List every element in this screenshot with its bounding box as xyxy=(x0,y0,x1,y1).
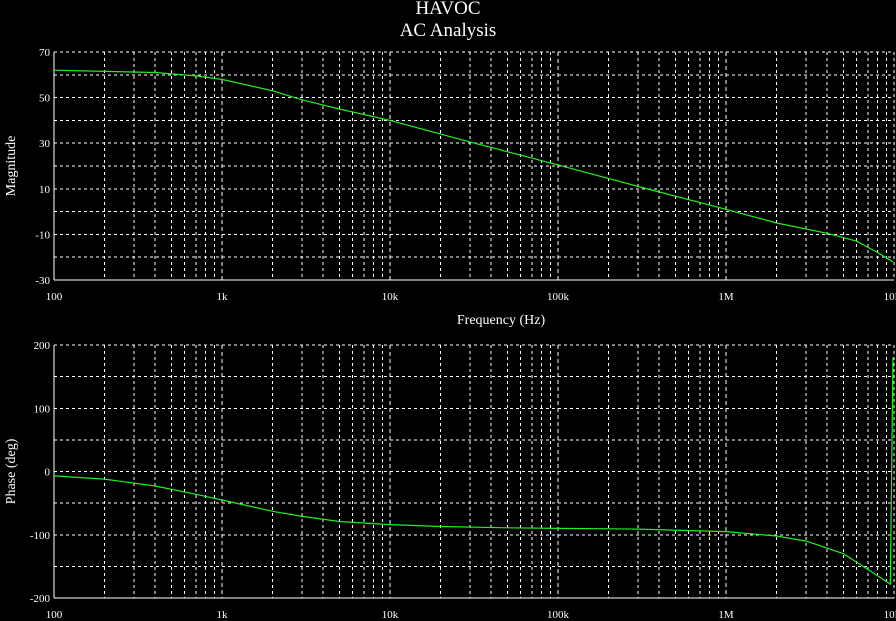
y-tick-label: 100 xyxy=(34,403,51,415)
x-tick-label: 1k xyxy=(217,291,229,303)
x-tick-label: 10M xyxy=(884,291,896,303)
x-tick-label: 10k xyxy=(382,609,399,621)
x-tick-label: 10M xyxy=(884,609,896,621)
y-tick-label: -10 xyxy=(35,229,50,241)
chart-subtitle: AC Analysis xyxy=(399,20,497,41)
x-axis-label: Frequency (Hz) xyxy=(457,313,546,328)
y-tick-label: -30 xyxy=(35,275,50,287)
x-tick-label: 10k xyxy=(382,291,399,303)
y-tick-label: -100 xyxy=(30,530,51,542)
x-tick-label: 100k xyxy=(547,291,570,303)
y-tick-label: 10 xyxy=(39,184,51,196)
x-tick-label: 100k xyxy=(547,609,570,621)
y-axis-label: Magnitude xyxy=(4,136,19,197)
y-axis-label: Phase (deg) xyxy=(4,438,19,504)
x-tick-label: 100 xyxy=(46,609,63,621)
x-tick-label: 100 xyxy=(46,291,63,303)
magnitude-trace xyxy=(53,69,894,263)
x-tick-label: 1M xyxy=(718,609,734,621)
y-tick-label: 50 xyxy=(39,93,51,105)
y-tick-label: 200 xyxy=(34,340,51,352)
phase-trace xyxy=(53,357,894,586)
y-tick-label: 30 xyxy=(39,138,51,150)
y-tick-label: 0 xyxy=(45,467,51,479)
x-tick-label: 1M xyxy=(718,291,734,303)
chart-title: HAVOC xyxy=(415,0,481,19)
y-tick-label: -200 xyxy=(30,593,51,605)
y-tick-label: 70 xyxy=(39,47,51,59)
x-tick-label: 1k xyxy=(217,609,229,621)
